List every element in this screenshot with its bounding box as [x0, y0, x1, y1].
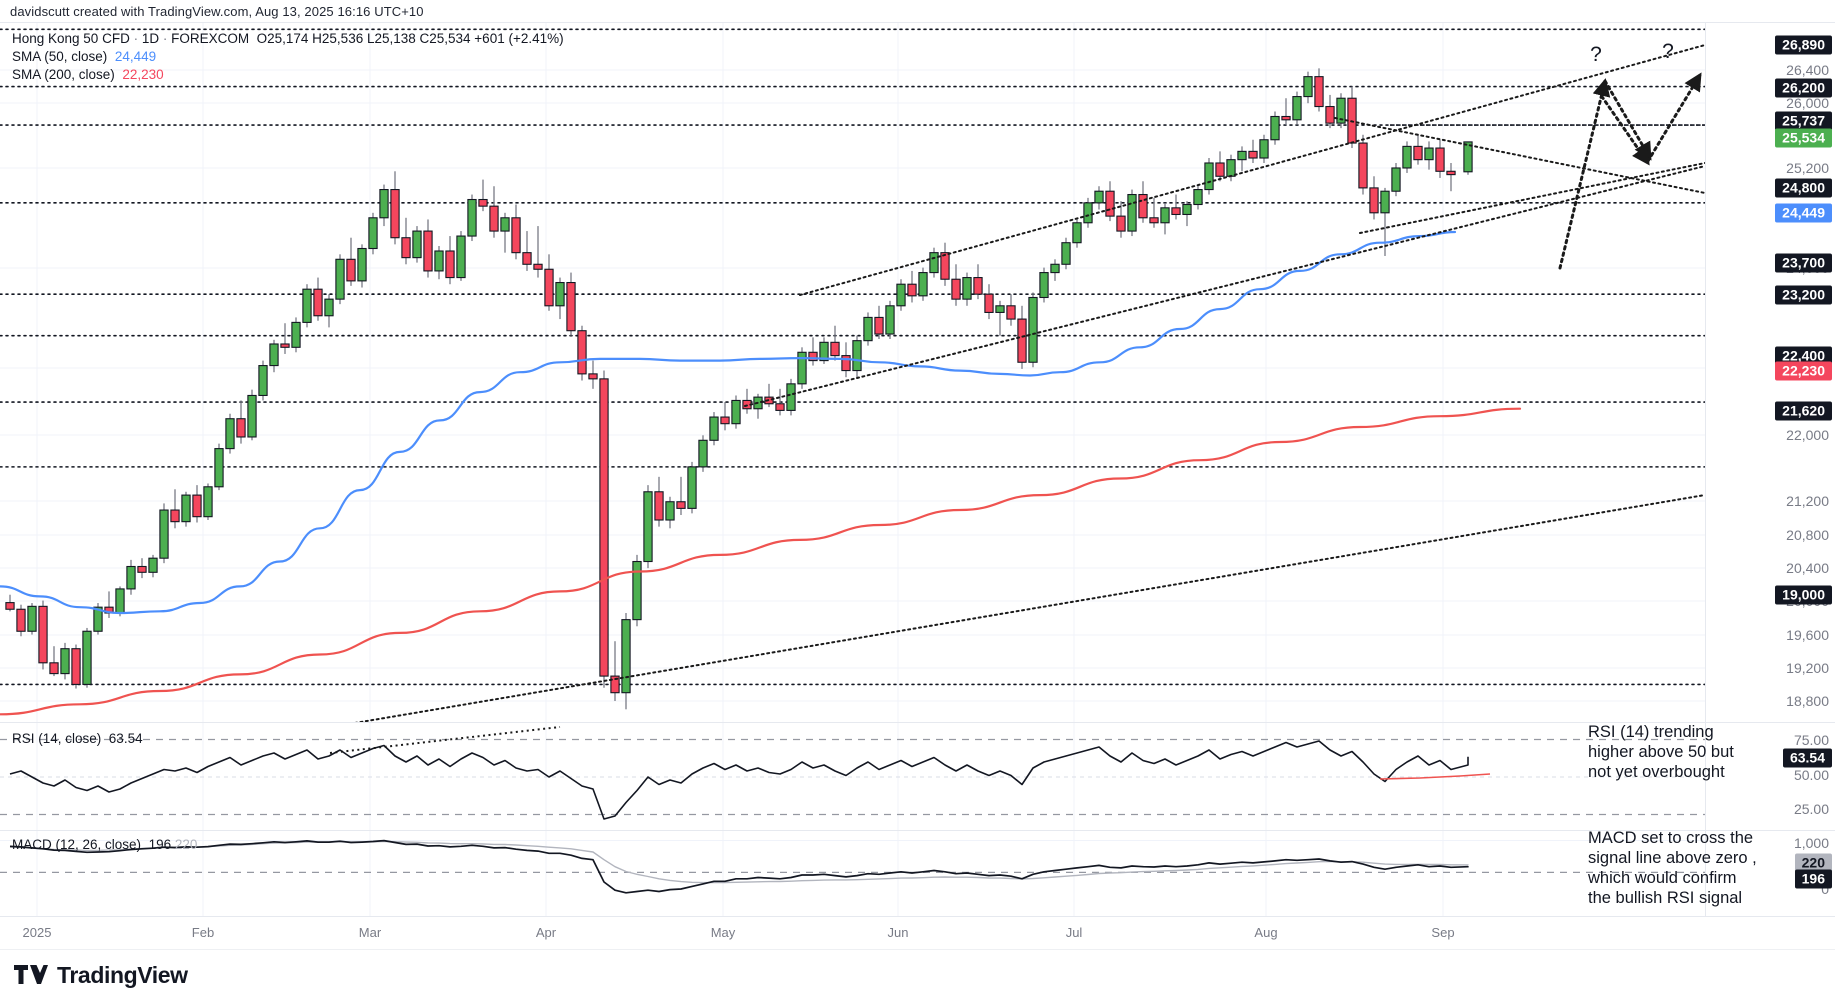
macd-pane[interactable]: MACD (12, 26, close) 196 220 1,000 0 220 19… [0, 830, 1835, 916]
rsi-plot-area[interactable] [0, 723, 1705, 830]
macd-annotation: MACD set to cross the signal line above … [1588, 829, 1757, 907]
sma50-value: 24,449 [114, 49, 157, 64]
macd-label: MACD (12, 26, close) [12, 837, 142, 852]
price-axis-price-tag[interactable]: 19,000 [1775, 585, 1832, 605]
price-axis-tick-label: 19,600 [1786, 627, 1829, 643]
price-axis-tick-label: 26,400 [1786, 62, 1829, 78]
time-axis-label: Mar [358, 925, 382, 940]
chart-container[interactable]: Hong Kong 50 CFD · 1D · FOREXCOM O25,174… [0, 22, 1835, 916]
macd-axis-tick-label: 0 [1821, 881, 1829, 897]
time-axis-label: Feb [191, 925, 215, 940]
price-axis-tick-label: 22,000 [1786, 427, 1829, 443]
tradingview-wordmark: TradingView [57, 962, 188, 988]
price-axis[interactable]: 26,40026,00025,20024,00022,80022,00021,2… [1705, 23, 1835, 722]
macd-axis-price-tag[interactable]: 196 [1794, 869, 1832, 889]
sma200-label: SMA (200, close) [12, 67, 115, 82]
time-axis-label: Aug [1254, 925, 1278, 940]
interval-label: 1D [141, 31, 160, 46]
sma200-value: 22,230 [122, 67, 164, 82]
price-axis-price-tag[interactable]: 22,230 [1775, 361, 1832, 381]
time-axis[interactable]: 2025 Feb Mar Apr May Jun Jul Aug Sep [0, 916, 1835, 950]
price-axis-price-tag[interactable]: 24,449 [1775, 203, 1832, 223]
price-axis-price-tag[interactable]: 23,700 [1775, 253, 1832, 273]
tradingview-mark-icon [14, 964, 48, 984]
price-axis-tick-label: 21,200 [1786, 493, 1829, 509]
time-axis-label: Jul [1065, 925, 1083, 940]
question-mark-1: ? [1590, 43, 1602, 66]
macd-axis-tick-label: 1,000 [1793, 835, 1829, 851]
price-axis-price-tag[interactable]: 26,890 [1775, 35, 1832, 55]
time-axis-label: Sep [1431, 925, 1455, 940]
legend-sep-1: · [129, 31, 142, 46]
ohlc-values: O25,174 H25,536 L25,138 C25,534 +601 (+2… [256, 31, 564, 46]
macd-plot-area[interactable] [0, 831, 1705, 916]
rsi-axis-tick-label: 25.00 [1793, 801, 1829, 817]
rsi-axis-price-tag[interactable]: 63.54 [1782, 748, 1832, 768]
rsi-axis[interactable]: 75.00 50.00 25.00 63.54 [1705, 723, 1835, 830]
price-pane[interactable]: Hong Kong 50 CFD · 1D · FOREXCOM O25,174… [0, 22, 1835, 722]
exchange-label: FOREXCOM [171, 31, 250, 46]
macd-axis-price-tag[interactable]: 220 [1794, 853, 1832, 873]
macd-value: 196 [148, 837, 172, 852]
price-axis-tick-label: 20,800 [1786, 527, 1829, 543]
rsi-pane[interactable]: RSI (14, close) 63.54 75.00 50.00 25.00 63.… [0, 722, 1835, 830]
price-axis-tick-label: 19,200 [1786, 660, 1829, 676]
macd-signal-value: 220 [174, 837, 198, 852]
tradingview-logo: TradingView [14, 962, 188, 989]
rsi-legend[interactable]: RSI (14, close) 63.54 [12, 731, 143, 746]
rsi-annotation: RSI (14) trending higher above 50 but no… [1588, 723, 1734, 781]
rsi-axis-tick-label: 75.00 [1793, 732, 1829, 748]
legend-sep-2: · [159, 31, 172, 46]
price-axis-price-tag[interactable]: 26,200 [1775, 78, 1832, 98]
rsi-axis-tick-label: 50.00 [1793, 767, 1829, 783]
price-axis-tick-label: 25,200 [1786, 160, 1829, 176]
rsi-value: 63.54 [108, 731, 143, 746]
macd-legend[interactable]: MACD (12, 26, close) 196 220 [12, 837, 197, 852]
price-axis-tick-label: 26,000 [1786, 95, 1829, 111]
rsi-label: RSI (14, close) [12, 731, 102, 746]
time-axis-label: 2025 [22, 925, 52, 940]
time-axis-label: Apr [535, 925, 557, 940]
sma50-label: SMA (50, close) [12, 49, 108, 64]
macd-axis[interactable]: 1,000 0 220 196 [1705, 831, 1835, 916]
question-mark-2: ? [1662, 40, 1674, 63]
symbol-legend: Hong Kong 50 CFD · 1D · FOREXCOM O25,174… [12, 31, 564, 46]
price-axis-price-tag[interactable]: 22,400 [1775, 346, 1832, 366]
sma200-legend[interactable]: SMA (200, close) 22,230 [12, 67, 164, 82]
price-axis-tick-label: 20,400 [1786, 560, 1829, 576]
price-axis-price-tag[interactable]: 21,620 [1775, 401, 1832, 421]
price-axis-tick-label: 18,800 [1786, 693, 1829, 709]
price-axis-price-tag[interactable]: 25,737 [1775, 111, 1832, 131]
price-plot-area[interactable]: ?? [0, 23, 1705, 722]
attribution-text: davidscutt created with TradingView.com,… [10, 4, 424, 19]
time-axis-label: May [710, 925, 736, 940]
price-axis-price-tag[interactable]: 25,534 [1775, 128, 1832, 148]
rsi-chart-svg [0, 723, 1705, 830]
price-axis-price-tag[interactable]: 24,800 [1775, 178, 1832, 198]
sma50-legend[interactable]: SMA (50, close) 24,449 [12, 49, 156, 64]
symbol-name: Hong Kong 50 CFD [12, 31, 130, 46]
macd-chart-svg [0, 831, 1705, 916]
time-axis-label: Jun [887, 925, 909, 940]
price-chart-svg: ?? [0, 23, 1705, 722]
price-axis-price-tag[interactable]: 23,200 [1775, 285, 1832, 305]
